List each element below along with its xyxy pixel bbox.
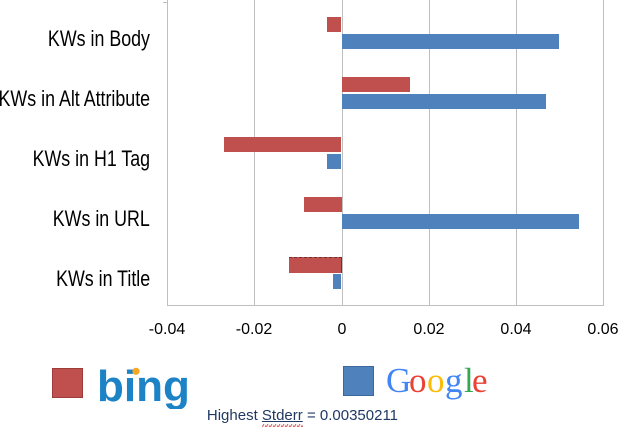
svg-text:o: o [427, 362, 445, 400]
svg-text:e: e [472, 362, 488, 400]
svg-text:g: g [445, 362, 463, 400]
svg-text:G: G [386, 362, 411, 400]
svg-text:bing: bing [99, 367, 190, 409]
svg-text:o: o [409, 362, 427, 400]
